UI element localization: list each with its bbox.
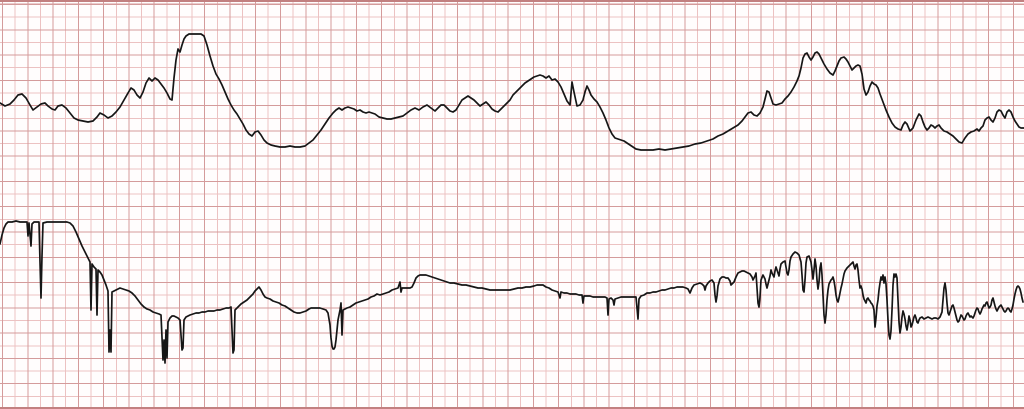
upper-trace <box>0 33 1024 151</box>
lower-trace <box>0 220 1024 364</box>
